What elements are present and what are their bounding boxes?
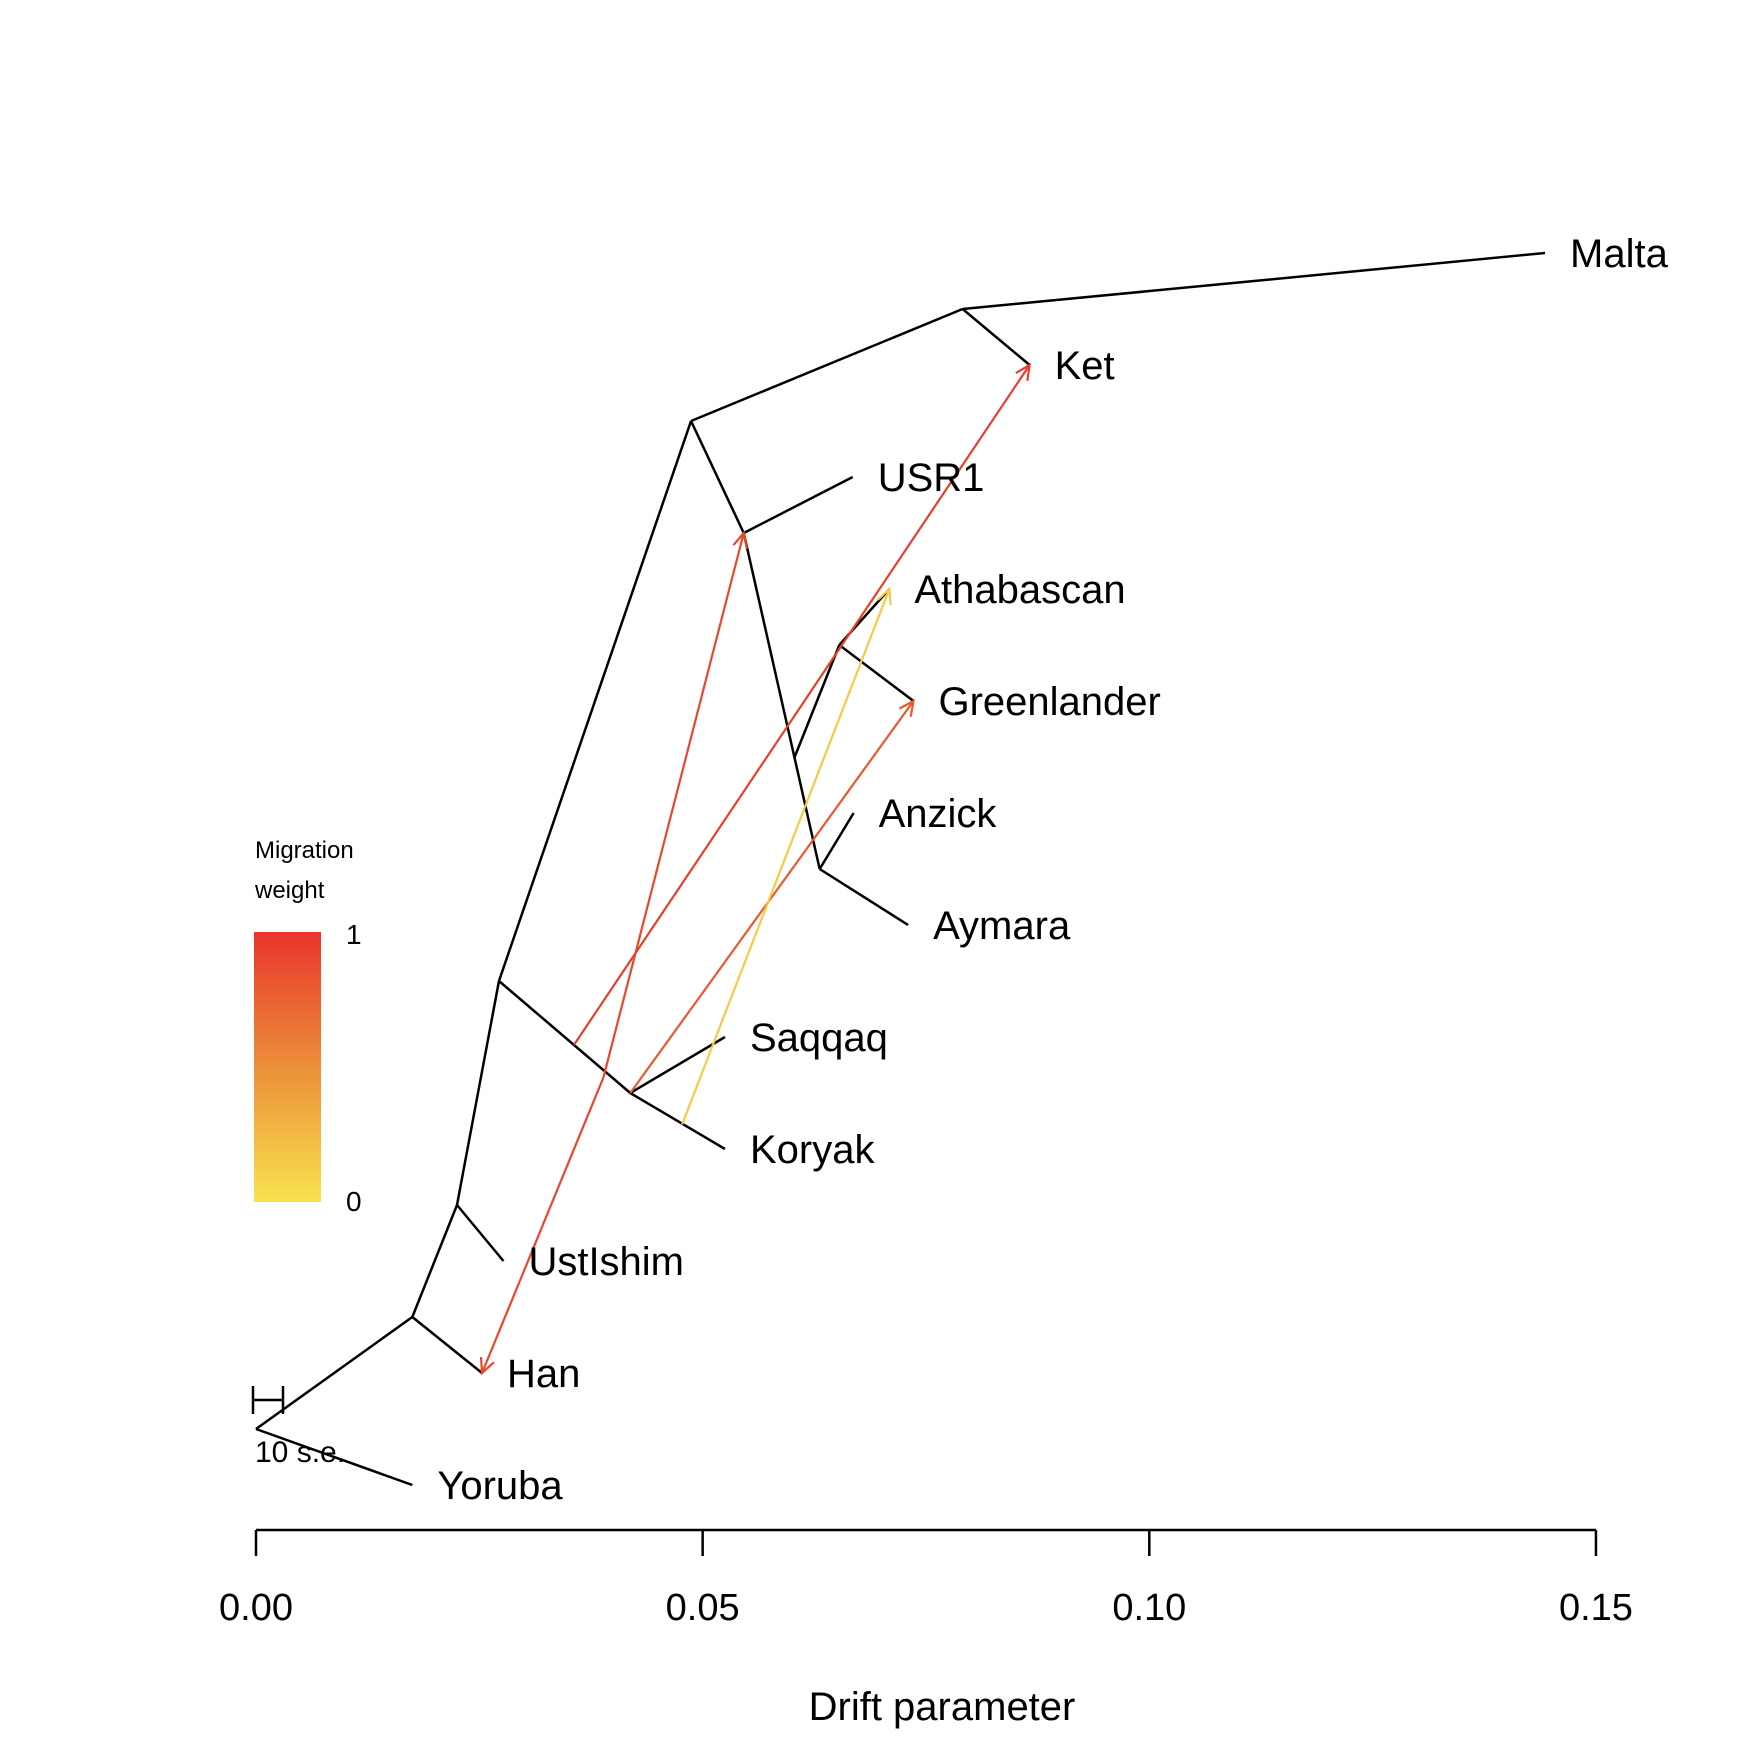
migration-arrow-1: [573, 364, 1031, 1046]
x-tick-label-2: 0.10: [1112, 1587, 1186, 1629]
edge-n5-Ket: [961, 308, 1031, 366]
leaf-label-yoruba: Yoruba: [437, 1464, 563, 1508]
scale-bar: 10 s.e.: [251, 1386, 345, 1469]
tree-edges: [255, 251, 1546, 1487]
legend-color-bar: [254, 932, 321, 1202]
legend-min-label: 0: [346, 1186, 362, 1217]
migration-arrowhead-1: [1015, 362, 1032, 381]
leaf-label-saqqaq: Saqqaq: [750, 1016, 888, 1060]
edge-n6-USR1: [743, 475, 854, 535]
migration-arrowhead-4: [898, 698, 915, 717]
migration-arrowhead-3: [479, 1356, 495, 1376]
migration-arrow-5: [681, 588, 891, 1125]
leaf-label-usr1: USR1: [878, 456, 985, 500]
leaf-label-ustishim: UstIshim: [528, 1240, 684, 1284]
x-axis-title: Drift parameter: [809, 1685, 1076, 1729]
edge-n4-n5: [690, 307, 964, 423]
edge-n5-Malta: [962, 251, 1546, 311]
legend-max-label: 1: [346, 919, 362, 950]
edge-root-n1: [255, 1315, 414, 1431]
migration-arrow-4: [629, 700, 915, 1094]
migration-arrows: [479, 362, 1032, 1376]
migration-arrow-3: [480, 1076, 605, 1374]
edge-n1-Han: [411, 1316, 483, 1374]
x-tick-label-1: 0.05: [666, 1587, 740, 1629]
edge-n6-n9: [742, 532, 821, 870]
leaf-labels: Malta Ket USR1 Athabascan Greenlander Anzick A…: [437, 232, 1668, 1508]
migration-arrow-2: [602, 532, 745, 1078]
edge-n9-Aymara: [819, 867, 909, 927]
edge-n2-n3: [455, 980, 501, 1206]
edge-n9-Anzick: [818, 812, 855, 870]
edge-n10-Saqqaq: [629, 1035, 726, 1095]
edge-n10-Koryak: [629, 1091, 726, 1151]
migration-arrowhead-2: [732, 530, 748, 549]
x-tick-label-3: 0.15: [1559, 1587, 1633, 1629]
edge-n1-n2: [411, 1204, 459, 1318]
migration-arrowhead-5: [876, 586, 892, 606]
leaf-label-greenlander: Greenlander: [938, 680, 1160, 724]
x-tick-label-0: 0.00: [219, 1587, 293, 1629]
x-axis: 0.00 0.05 0.10 0.15: [219, 1528, 1633, 1629]
scale-bar-label: 10 s.e.: [255, 1436, 345, 1469]
migration-legend: Migration weight 1 0: [254, 837, 362, 1217]
leaf-label-koryak: Koryak: [750, 1128, 875, 1172]
leaf-label-malta: Malta: [1570, 232, 1669, 276]
edge-n7-n8: [793, 644, 841, 758]
legend-title-line1: Migration: [255, 837, 354, 864]
edge-n3-n4: [497, 420, 693, 982]
edge-n8-Greenlander: [838, 644, 915, 702]
leaf-label-han: Han: [507, 1352, 580, 1396]
edge-root-Yoruba: [255, 1427, 413, 1487]
legend-title-line2: weight: [254, 877, 325, 904]
leaf-label-athabascan: Athabascan: [914, 568, 1125, 612]
leaf-label-aymara: Aymara: [933, 904, 1071, 948]
edge-n3-n10: [498, 980, 632, 1094]
leaf-label-ket: Ket: [1055, 344, 1115, 388]
leaf-label-anzick: Anzick: [879, 792, 998, 836]
edge-n4-n6: [689, 420, 745, 534]
edge-n2-UstIshim: [456, 1204, 505, 1262]
